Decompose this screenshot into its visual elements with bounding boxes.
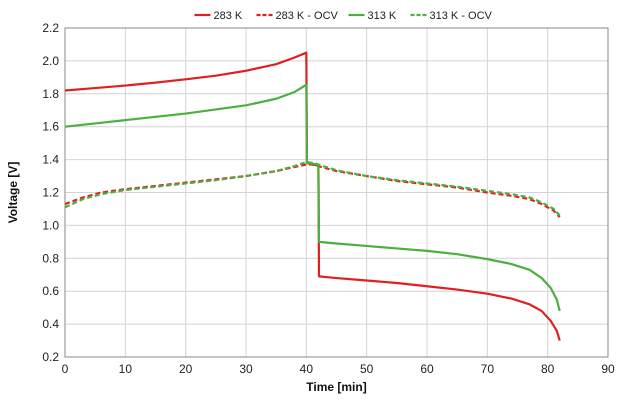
x-tick-label: 10 xyxy=(119,362,133,376)
y-tick-label: 1.4 xyxy=(42,153,59,167)
y-tick-label: 0.6 xyxy=(42,284,59,298)
y-tick-label: 0.4 xyxy=(42,317,59,331)
x-tick-label: 80 xyxy=(541,362,555,376)
series-line-283-k xyxy=(64,51,561,341)
x-tick-label: 50 xyxy=(360,362,374,376)
y-tick-label: 1.2 xyxy=(42,186,59,200)
x-tick-label: 30 xyxy=(239,362,253,376)
legend-label: 283 K - OCV xyxy=(276,10,339,22)
x-tick-label: 90 xyxy=(601,362,615,376)
grid xyxy=(64,27,609,358)
x-tick-label: 40 xyxy=(300,362,314,376)
legend-label: 313 K - OCV xyxy=(430,10,493,22)
series-line-283-k-ocv xyxy=(64,163,561,218)
y-tick-label: 2.2 xyxy=(42,21,59,35)
x-tick-label: 60 xyxy=(420,362,434,376)
y-tick-label: 1.0 xyxy=(42,218,59,232)
y-axis-title: Voltage [V] xyxy=(6,162,20,224)
legend-label: 313 K xyxy=(368,10,397,22)
legend-label: 283 K xyxy=(214,10,243,22)
series-line-313-k-ocv xyxy=(64,160,561,217)
x-tick-label: 0 xyxy=(62,362,69,376)
y-tick-label: 2.0 xyxy=(42,54,59,68)
y-tick-label: 0.2 xyxy=(42,350,59,364)
legend: 283 K 283 K - OCV 313 K 313 K - OCV xyxy=(194,10,493,22)
x-axis-title: Time [min] xyxy=(306,380,366,394)
y-tick-label: 0.8 xyxy=(42,251,59,265)
series-group xyxy=(64,51,561,341)
plot-area-frame xyxy=(64,27,609,358)
y-tick-label: 1.6 xyxy=(42,120,59,134)
series-line-313-k xyxy=(64,83,561,312)
x-tick-label: 70 xyxy=(481,362,495,376)
x-tick-label: 20 xyxy=(179,362,193,376)
y-tick-label: 1.8 xyxy=(42,87,59,101)
axes: 0 10 20 30 40 50 60 70 80 90 0.2 0.4 0.6 0.8 1.0 1.2 1.4… xyxy=(42,21,615,376)
